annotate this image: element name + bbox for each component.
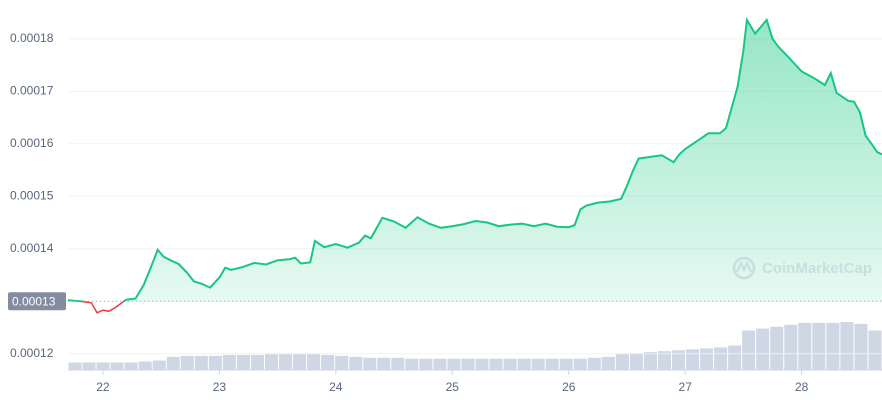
volume-bar bbox=[222, 354, 236, 370]
y-tick-label: 0.00016 bbox=[10, 136, 54, 150]
x-tick-label: 26 bbox=[562, 380, 576, 394]
volume-bar bbox=[124, 362, 138, 370]
volume-bar bbox=[293, 354, 307, 370]
volume-bar bbox=[307, 354, 321, 370]
x-tick-label: 25 bbox=[446, 380, 460, 394]
x-tick-label: 23 bbox=[213, 380, 227, 394]
volume-bar bbox=[812, 322, 826, 370]
volume-bar bbox=[601, 356, 615, 370]
volume-bar bbox=[545, 358, 559, 370]
volume-bar bbox=[110, 362, 124, 370]
volume-bar bbox=[798, 322, 812, 370]
volume-bar bbox=[475, 358, 489, 370]
volume-bar bbox=[629, 353, 643, 370]
volume-bar bbox=[363, 357, 377, 370]
volume-bar bbox=[756, 328, 770, 370]
volume-bar bbox=[643, 352, 657, 370]
volume-bar bbox=[405, 358, 419, 370]
volume-bar bbox=[82, 362, 96, 370]
volume-bar bbox=[868, 330, 882, 370]
volume-bar bbox=[826, 322, 840, 370]
volume-bar bbox=[68, 362, 82, 370]
volume-bar bbox=[264, 354, 279, 370]
y-tick-label: 0.00015 bbox=[10, 188, 54, 202]
volume-bar bbox=[279, 354, 293, 370]
volume-bar bbox=[335, 355, 349, 370]
watermark-text: CoinMarketCap bbox=[762, 260, 872, 277]
volume-bar bbox=[770, 326, 784, 370]
volume-bar bbox=[728, 345, 742, 370]
volume-bar bbox=[461, 358, 475, 370]
volume-bar bbox=[250, 354, 264, 370]
volume-bar bbox=[503, 358, 517, 370]
volume-bar bbox=[686, 349, 700, 370]
volume-bar bbox=[321, 354, 335, 370]
volume-bar bbox=[208, 355, 222, 370]
volume-bar bbox=[714, 347, 728, 370]
volume-bar bbox=[517, 358, 531, 370]
volume-bar bbox=[587, 357, 601, 370]
volume-bar bbox=[433, 358, 447, 370]
baseline-badge bbox=[8, 292, 66, 311]
volume-bar bbox=[419, 358, 433, 370]
volume-bar bbox=[854, 323, 868, 370]
volume-bar bbox=[236, 354, 250, 370]
volume-bar bbox=[742, 330, 756, 370]
volume-bar bbox=[531, 358, 545, 370]
volume-bar bbox=[447, 358, 461, 370]
baseline-label: 0.00013 bbox=[12, 294, 56, 308]
price-area bbox=[68, 19, 882, 302]
volume-bar bbox=[180, 355, 194, 370]
x-tick-label: 22 bbox=[96, 380, 110, 394]
price-line bbox=[67, 16, 882, 302]
volume-bar bbox=[138, 361, 152, 370]
y-tick-label: 0.00017 bbox=[10, 83, 54, 97]
volume-bar bbox=[784, 324, 798, 370]
y-tick-label: 0.00018 bbox=[10, 31, 54, 45]
x-tick-label: 24 bbox=[329, 380, 343, 394]
x-tick-label: 28 bbox=[795, 380, 809, 394]
y-tick-label: 0.00014 bbox=[10, 241, 54, 255]
volume-bar bbox=[840, 322, 854, 370]
volume-bar bbox=[152, 360, 166, 370]
volume-bar bbox=[96, 362, 110, 370]
volume-bar bbox=[391, 357, 405, 370]
volume-bar bbox=[194, 355, 208, 370]
volume-bar bbox=[671, 350, 686, 370]
volume-bar bbox=[573, 358, 587, 370]
volume-bar bbox=[349, 356, 363, 370]
volume-bar bbox=[166, 356, 180, 370]
watermark: CoinMarketCap bbox=[732, 256, 872, 280]
volume-bar bbox=[559, 358, 573, 370]
volume-bar bbox=[377, 357, 391, 370]
x-tick-label: 27 bbox=[679, 380, 693, 394]
y-tick-label: 0.00012 bbox=[10, 346, 54, 360]
volume-bar bbox=[700, 348, 714, 370]
volume-bar bbox=[489, 358, 503, 370]
volume-bar bbox=[615, 354, 629, 370]
volume-bar bbox=[657, 351, 671, 370]
